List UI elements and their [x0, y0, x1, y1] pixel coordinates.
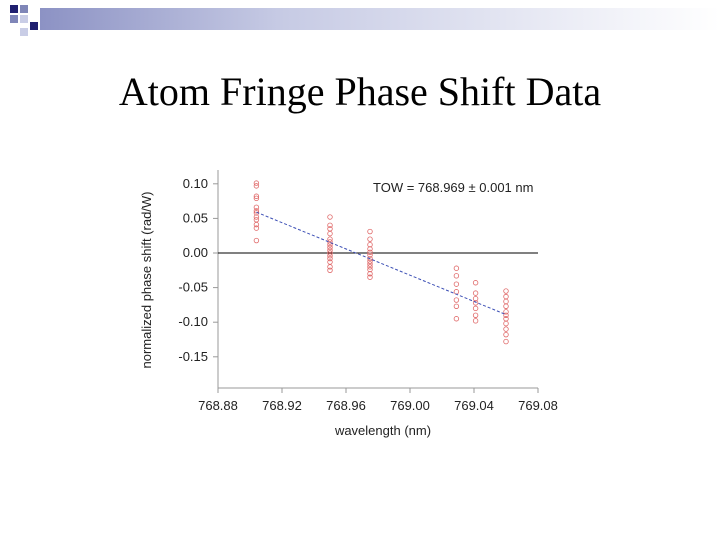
y-tick-label: 0.05: [183, 210, 208, 225]
y-axis-label: normalized phase shift (rad/W): [139, 191, 154, 368]
data-point: [503, 293, 509, 300]
data-point: [367, 228, 373, 235]
chart-axes: 0.10 0.05 0.00 -0.05 -0.10 -0.15 768.88 768.92 7…: [178, 170, 558, 413]
data-point: [327, 214, 333, 220]
data-point: [472, 312, 479, 318]
data-point: [503, 312, 509, 318]
data-point: [453, 273, 460, 279]
data-point: [253, 204, 260, 211]
data-point: [503, 309, 509, 315]
data-point: [327, 247, 333, 253]
data-point: [253, 214, 260, 220]
data-point: [472, 305, 479, 312]
data-point: [367, 236, 373, 242]
data-points: [253, 180, 509, 345]
data-point: [327, 253, 333, 259]
data-point: [472, 318, 479, 324]
data-point: [327, 255, 333, 262]
y-tick-label: -0.15: [178, 349, 208, 364]
data-point: [503, 320, 509, 327]
data-point: [453, 281, 460, 287]
x-tick-label: 769.08: [518, 398, 558, 413]
data-point: [367, 261, 373, 267]
data-point: [472, 300, 479, 306]
data-point: [453, 289, 460, 295]
data-point: [503, 326, 509, 332]
data-point: [253, 183, 260, 189]
data-point: [453, 265, 460, 271]
data-point: [327, 241, 333, 248]
data-point: [253, 208, 260, 214]
data-point: [253, 217, 260, 223]
y-tick-label: 0.00: [183, 245, 208, 260]
y-tick-label: -0.05: [178, 280, 208, 295]
data-point: [503, 288, 509, 294]
fit-line: [256, 211, 507, 316]
data-point: [327, 222, 333, 229]
data-point: [367, 241, 373, 248]
data-point: [472, 290, 479, 296]
title-bar-decoration: [10, 5, 720, 36]
data-point: [503, 331, 509, 338]
data-point: [453, 297, 460, 303]
data-point: [367, 266, 373, 273]
data-point: [253, 221, 260, 228]
data-point: [253, 195, 260, 202]
data-point: [367, 274, 373, 280]
data-point: [472, 295, 479, 302]
data-point: [327, 267, 333, 273]
data-point: [367, 252, 373, 258]
data-point: [503, 316, 509, 322]
data-point: [327, 244, 333, 251]
data-point: [327, 226, 333, 232]
data-point: [253, 180, 260, 186]
data-point: [327, 259, 333, 265]
data-point: [367, 264, 373, 270]
x-tick-label: 768.92: [262, 398, 302, 413]
data-point: [367, 271, 373, 277]
slide-title: Atom Fringe Phase Shift Data: [118, 69, 602, 114]
data-point: [472, 280, 479, 286]
x-tick-label: 768.88: [198, 398, 238, 413]
x-tick-label: 769.00: [390, 398, 430, 413]
data-point: [367, 246, 373, 252]
y-tick-label: 0.10: [183, 176, 208, 191]
data-point: [327, 250, 333, 256]
chart-annotation: TOW = 768.969 ± 0.001 nm: [373, 180, 533, 195]
data-point: [503, 338, 509, 345]
data-point: [453, 316, 460, 322]
data-point: [503, 298, 509, 305]
data-point: [503, 303, 509, 309]
data-point: [253, 237, 260, 244]
data-point: [327, 264, 333, 270]
y-tick-label: -0.10: [178, 314, 208, 329]
data-point: [253, 225, 260, 231]
data-point: [253, 193, 260, 199]
x-tick-label: 769.04: [454, 398, 494, 413]
data-point: [367, 255, 373, 262]
x-axis-label: wavelength (nm): [334, 423, 431, 438]
data-point: [327, 230, 333, 237]
data-point: [367, 249, 373, 256]
data-point: [453, 303, 460, 309]
data-point: [327, 236, 333, 242]
x-tick-label: 768.96: [326, 398, 366, 413]
